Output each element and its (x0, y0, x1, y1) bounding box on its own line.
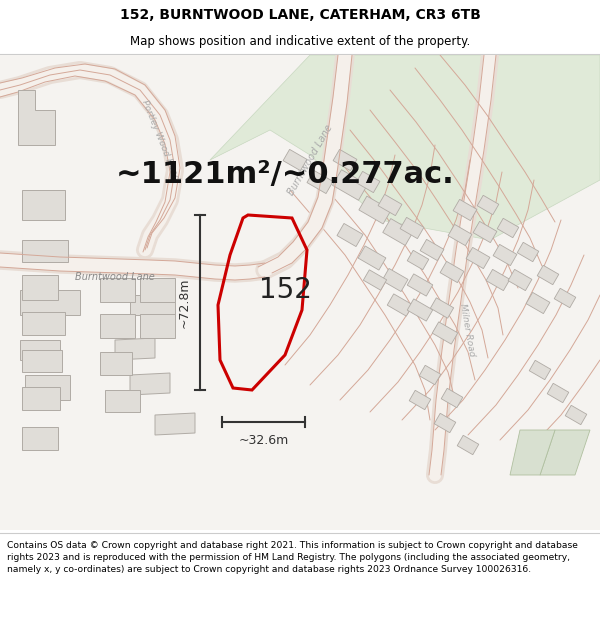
Polygon shape (508, 269, 532, 291)
Text: 152, BURNTWOOD LANE, CATERHAM, CR3 6TB: 152, BURNTWOOD LANE, CATERHAM, CR3 6TB (119, 8, 481, 22)
Text: Contains OS data © Crown copyright and database right 2021. This information is : Contains OS data © Crown copyright and d… (7, 541, 578, 574)
Polygon shape (100, 314, 135, 338)
Polygon shape (18, 90, 55, 145)
Text: 152: 152 (259, 276, 311, 304)
Polygon shape (22, 387, 60, 410)
Polygon shape (510, 430, 555, 475)
Polygon shape (383, 219, 413, 246)
Polygon shape (22, 275, 58, 300)
Polygon shape (332, 170, 367, 200)
Polygon shape (440, 261, 464, 282)
Polygon shape (407, 274, 433, 296)
Polygon shape (333, 149, 357, 171)
Text: ~72.8m: ~72.8m (178, 278, 191, 328)
Polygon shape (448, 224, 472, 246)
Polygon shape (22, 240, 68, 262)
Polygon shape (497, 218, 519, 238)
Polygon shape (419, 365, 441, 385)
Polygon shape (20, 340, 60, 360)
Polygon shape (130, 373, 170, 395)
Polygon shape (407, 299, 433, 321)
Polygon shape (537, 265, 559, 285)
Polygon shape (115, 338, 155, 360)
Polygon shape (477, 195, 499, 215)
Polygon shape (565, 405, 587, 425)
Polygon shape (540, 430, 590, 475)
Polygon shape (100, 278, 135, 302)
Polygon shape (387, 294, 413, 316)
Polygon shape (554, 288, 576, 308)
Polygon shape (409, 390, 431, 410)
Polygon shape (22, 350, 62, 372)
Polygon shape (434, 413, 456, 432)
Polygon shape (359, 196, 391, 224)
Polygon shape (466, 248, 490, 269)
Polygon shape (517, 242, 539, 262)
Polygon shape (356, 171, 380, 192)
Polygon shape (441, 388, 463, 408)
Polygon shape (22, 312, 65, 335)
Text: Milner Road: Milner Road (458, 303, 476, 357)
Polygon shape (453, 199, 477, 221)
Polygon shape (364, 270, 386, 290)
Polygon shape (378, 194, 402, 216)
Polygon shape (22, 190, 65, 220)
Text: ~32.6m: ~32.6m (238, 434, 289, 447)
Polygon shape (493, 244, 517, 266)
Polygon shape (105, 390, 140, 412)
Text: Burntwood Lane: Burntwood Lane (75, 272, 155, 282)
Polygon shape (420, 239, 444, 261)
Polygon shape (547, 383, 569, 402)
Polygon shape (100, 352, 132, 375)
Polygon shape (473, 221, 497, 243)
Text: ~1121m²/~0.277ac.: ~1121m²/~0.277ac. (116, 161, 454, 189)
Polygon shape (337, 224, 363, 246)
Polygon shape (529, 360, 551, 380)
Polygon shape (430, 298, 454, 318)
Text: Portley Wood Road: Portley Wood Road (140, 99, 180, 181)
Polygon shape (432, 322, 458, 344)
Polygon shape (307, 171, 333, 194)
Polygon shape (20, 290, 80, 315)
Polygon shape (407, 250, 429, 270)
Polygon shape (358, 246, 386, 270)
Text: Burntwood Lane: Burntwood Lane (286, 123, 334, 197)
Polygon shape (382, 269, 408, 291)
Polygon shape (25, 375, 70, 400)
Polygon shape (155, 413, 195, 435)
Polygon shape (283, 149, 307, 171)
Text: Map shows position and indicative extent of the property.: Map shows position and indicative extent… (130, 35, 470, 48)
Polygon shape (526, 292, 550, 314)
Polygon shape (210, 55, 600, 240)
Polygon shape (400, 217, 424, 239)
Polygon shape (457, 435, 479, 455)
Polygon shape (0, 55, 600, 530)
Polygon shape (486, 269, 510, 291)
Polygon shape (140, 314, 175, 338)
Polygon shape (22, 427, 58, 450)
Polygon shape (140, 278, 175, 302)
Polygon shape (130, 295, 175, 315)
